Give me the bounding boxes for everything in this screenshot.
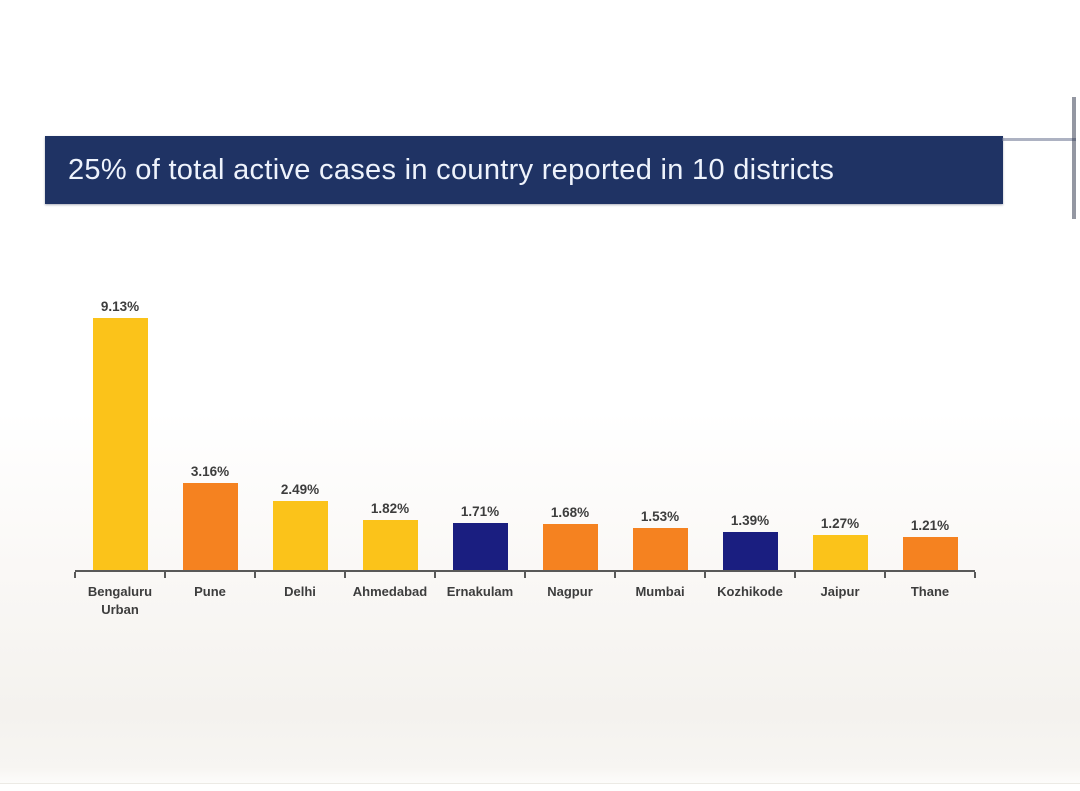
bar-value-label: 9.13%	[100, 299, 140, 315]
photo-edge-line	[1072, 97, 1076, 219]
bar-value-label: 1.39%	[730, 512, 770, 528]
bar-group: 1.68%	[525, 505, 615, 570]
plot-area: 9.13% 3.16% 2.49% 1.82% 1.71% 1.68% 1.53% 1.39%…	[75, 280, 975, 570]
bar-group: 1.71%	[435, 504, 525, 570]
axis-tick	[164, 572, 166, 578]
bar	[362, 519, 418, 570]
bar-value-label: 2.49%	[280, 482, 320, 498]
bar	[902, 536, 958, 570]
axis-tick	[614, 572, 616, 578]
bar-value-label: 1.71%	[460, 503, 500, 519]
bar-group: 9.13%	[75, 299, 165, 570]
bar-value-label: 1.21%	[910, 517, 950, 533]
bar-group: 2.49%	[255, 482, 345, 570]
bar	[812, 534, 868, 570]
category-label: Pune	[194, 584, 226, 599]
bar-value-label: 1.53%	[640, 508, 680, 524]
bar	[92, 318, 148, 570]
category-label: Bengaluru Urban	[87, 584, 153, 618]
bar	[632, 527, 688, 570]
axis-tick	[704, 572, 706, 578]
bar-value-label: 3.16%	[190, 463, 230, 479]
bar-value-label: 1.68%	[550, 504, 590, 520]
category-label: Jaipur	[820, 584, 860, 599]
axis-tick	[524, 572, 526, 578]
bar-group: 1.39%	[705, 513, 795, 570]
bar-group: 1.21%	[885, 518, 975, 570]
bar-group: 1.53%	[615, 509, 705, 570]
x-axis-labels: Bengaluru Urban Pune Delhi Ahmedabad Ernakul…	[75, 583, 975, 619]
axis-tick	[254, 572, 256, 578]
category-label: Delhi	[284, 584, 316, 599]
axis-tick	[884, 572, 886, 578]
category-label: Thane	[910, 584, 950, 599]
bar-value-label: 1.27%	[820, 515, 860, 531]
bar	[542, 523, 598, 570]
axis-tick	[74, 572, 76, 578]
category-label: Ernakulam	[446, 584, 514, 599]
bottom-strip	[0, 783, 1080, 791]
category-label: Ahmedabad	[352, 584, 428, 599]
bar-group: 1.82%	[345, 501, 435, 570]
axis-tick	[344, 572, 346, 578]
bar-chart: 9.13% 3.16% 2.49% 1.82% 1.71% 1.68% 1.53% 1.39%…	[74, 280, 976, 619]
x-axis	[74, 570, 976, 580]
category-label: Mumbai	[635, 584, 685, 599]
bar	[722, 531, 778, 570]
bar	[452, 522, 508, 570]
axis-tick	[974, 572, 976, 578]
bar-group: 3.16%	[165, 464, 255, 570]
category-label: Kozhikode	[717, 584, 783, 599]
bar-value-label: 1.82%	[370, 500, 410, 516]
title-banner: 25% of total active cases in country rep…	[45, 136, 1003, 204]
bar-group: 1.27%	[795, 516, 885, 570]
bar	[182, 482, 238, 570]
axis-tick	[794, 572, 796, 578]
category-label: Nagpur	[547, 584, 593, 599]
bar	[272, 501, 328, 570]
banner-edge-line	[1002, 138, 1076, 141]
axis-tick	[434, 572, 436, 578]
page-title: 25% of total active cases in country rep…	[68, 153, 835, 186]
